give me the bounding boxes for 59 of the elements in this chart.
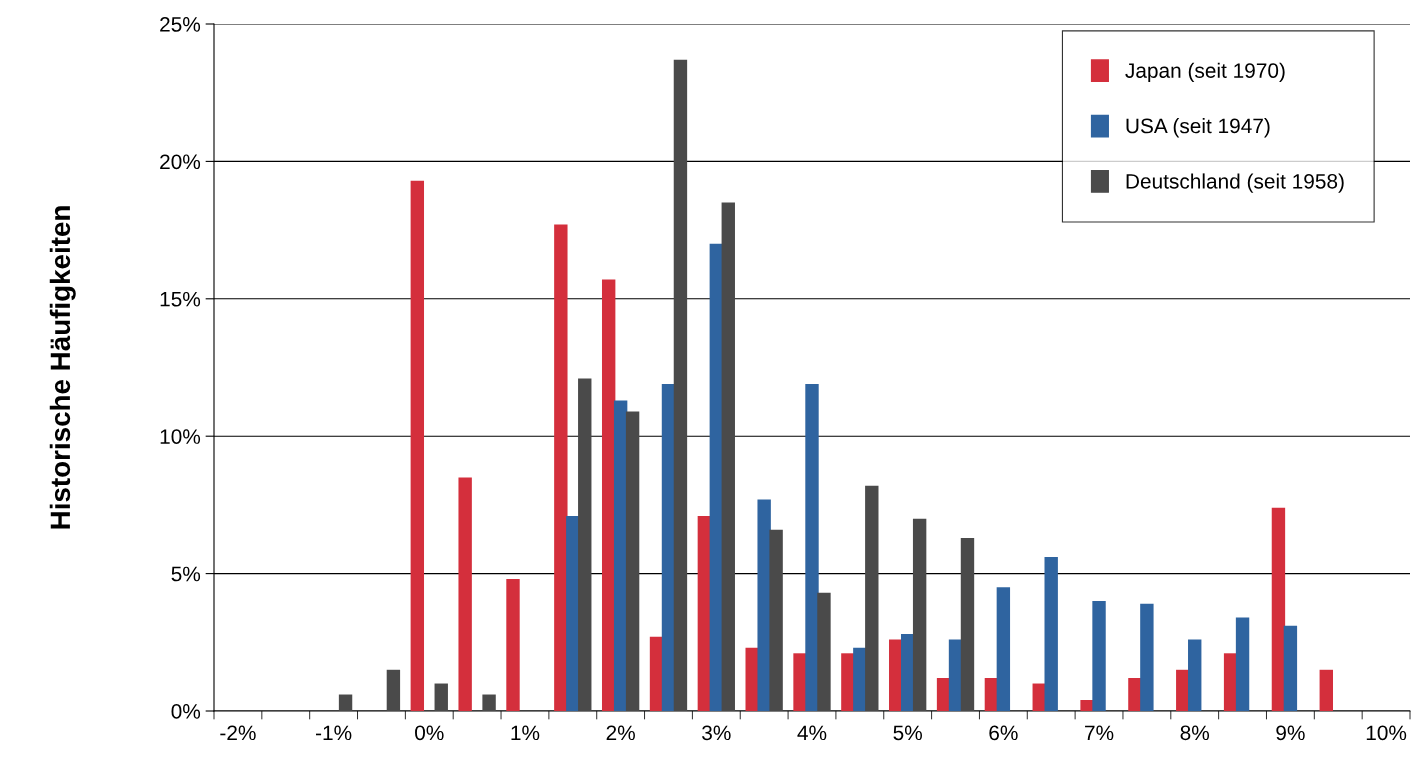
legend-label: Japan (seit 1970)	[1125, 62, 1285, 83]
x-tick-label: -2%	[220, 725, 256, 741]
bar	[458, 477, 472, 711]
bar	[817, 592, 831, 711]
bar	[1092, 601, 1106, 711]
bar	[709, 243, 724, 711]
bar	[601, 279, 616, 711]
x-tick-label: 5%	[893, 725, 922, 741]
legend-label: Deutschland (seit 1958)	[1126, 173, 1344, 193]
bar	[1223, 653, 1238, 711]
x-tick-label: 1%	[511, 725, 540, 741]
bar	[1235, 617, 1250, 711]
bar	[996, 587, 1011, 711]
bar	[805, 383, 819, 711]
x-tick-label: 10%	[1366, 725, 1407, 741]
x-tick-label: -1%	[316, 725, 352, 741]
bar	[1044, 557, 1058, 711]
bar	[506, 579, 520, 711]
bar	[960, 537, 975, 711]
bar	[1271, 507, 1286, 711]
bar	[673, 59, 688, 711]
x-tick-label: 3%	[702, 725, 731, 741]
bar	[1319, 669, 1333, 711]
bar	[912, 518, 927, 711]
bar	[554, 224, 568, 711]
bar	[721, 202, 735, 711]
x-tick-label: 7%	[1085, 725, 1114, 741]
y-tick-label: 5%	[171, 566, 201, 582]
x-tick-label: 9%	[1276, 725, 1305, 741]
y-tick-label: 25%	[160, 17, 201, 32]
y-axis-title: Historische Häufigkeiten	[49, 206, 76, 529]
bar	[410, 180, 425, 711]
bar	[482, 694, 496, 711]
bar	[386, 669, 401, 711]
y-tick-label: 20%	[160, 154, 201, 170]
bar	[613, 400, 628, 711]
bar	[984, 678, 999, 711]
x-tick-label: 4%	[797, 725, 827, 741]
bar	[338, 694, 353, 711]
x-tick-label: 0%	[415, 725, 444, 741]
y-tick-label: 15%	[160, 291, 201, 307]
x-tick-label: 6%	[989, 725, 1018, 741]
y-tick-label: 10%	[160, 429, 201, 444]
bar	[1283, 625, 1298, 711]
legend-label: USA (seit 1947)	[1126, 118, 1270, 138]
bar	[1188, 639, 1202, 711]
bar	[625, 411, 640, 711]
bar	[578, 378, 592, 711]
bar	[661, 383, 676, 711]
x-tick-label: 8%	[1180, 725, 1210, 741]
bar	[434, 683, 448, 711]
bar	[936, 678, 951, 711]
x-tick-label: 2%	[606, 725, 635, 741]
bar	[1140, 603, 1154, 711]
bar	[900, 634, 915, 711]
bar	[865, 485, 879, 711]
y-tick-label: 0%	[171, 704, 201, 719]
bar	[697, 515, 712, 711]
bar	[769, 529, 783, 711]
